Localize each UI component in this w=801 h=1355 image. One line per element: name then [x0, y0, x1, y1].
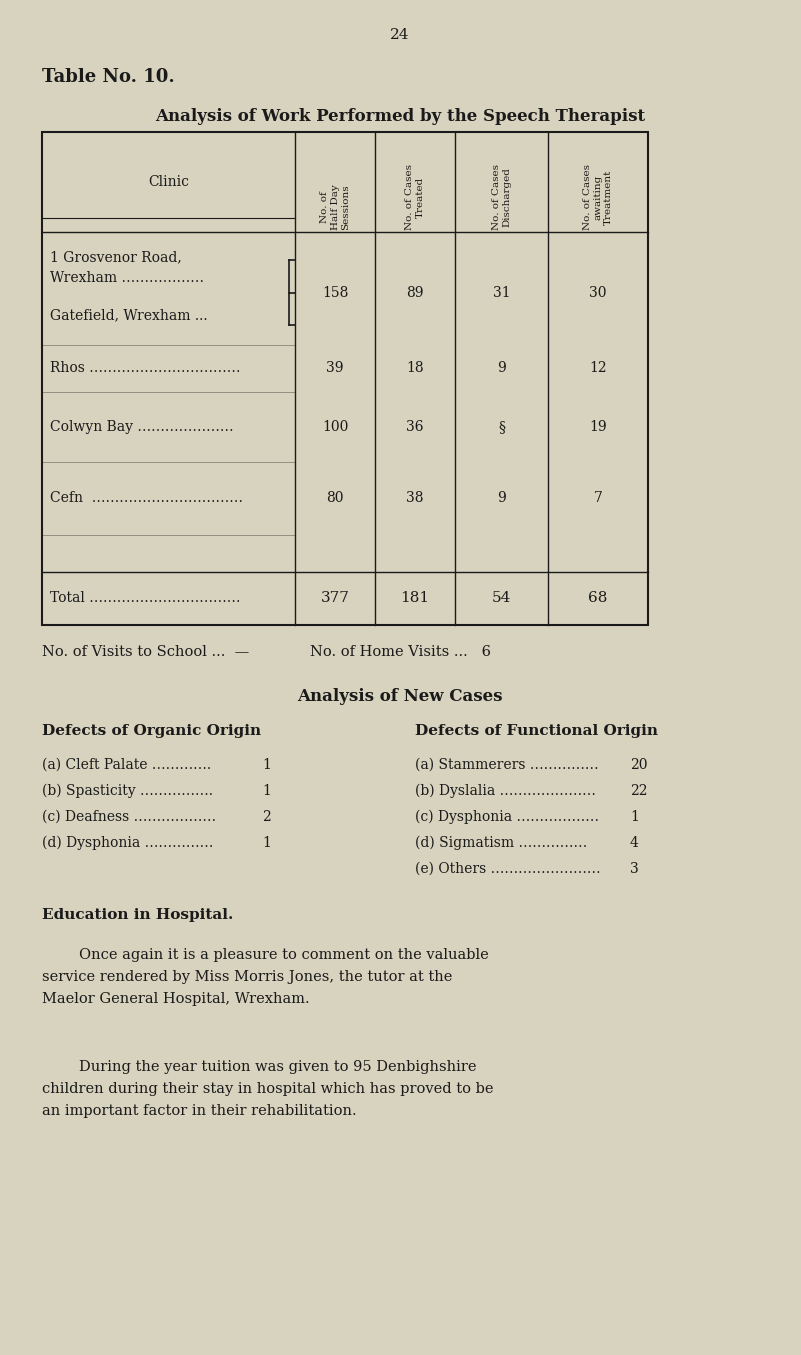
Text: 3: 3: [630, 862, 638, 875]
Text: 1: 1: [262, 757, 271, 772]
Text: 39: 39: [326, 360, 344, 375]
Text: 1: 1: [262, 785, 271, 798]
Text: 4: 4: [630, 836, 639, 850]
Text: 377: 377: [320, 591, 349, 604]
Text: Analysis of Work Performed by the Speech Therapist: Analysis of Work Performed by the Speech…: [155, 108, 645, 125]
Text: 100: 100: [322, 420, 348, 434]
Text: 9: 9: [497, 360, 506, 375]
Text: Analysis of New Cases: Analysis of New Cases: [297, 688, 503, 705]
Text: Rhos ……………………………: Rhos ……………………………: [50, 360, 240, 375]
Text: 7: 7: [594, 491, 602, 505]
Text: No. of Cases
Discharged: No. of Cases Discharged: [492, 164, 511, 230]
Text: Wrexham ………………: Wrexham ………………: [50, 271, 204, 285]
Text: Cefn  ……………………………: Cefn ……………………………: [50, 491, 243, 505]
Text: (c) Deafness ………………: (c) Deafness ………………: [42, 810, 216, 824]
Text: 31: 31: [493, 286, 510, 299]
Text: Defects of Organic Origin: Defects of Organic Origin: [42, 724, 261, 738]
Text: No. of Cases
awaiting
Treatment: No. of Cases awaiting Treatment: [583, 164, 613, 230]
Text: 36: 36: [406, 420, 424, 434]
Text: 158: 158: [322, 286, 348, 299]
Text: Once again it is a pleasure to comment on the valuable: Once again it is a pleasure to comment o…: [42, 948, 489, 962]
Text: an important factor in their rehabilitation.: an important factor in their rehabilitat…: [42, 1104, 356, 1118]
Text: 30: 30: [590, 286, 606, 299]
Text: 12: 12: [590, 360, 607, 375]
Bar: [42, 131, 648, 625]
Text: No. of Visits to School ...  —: No. of Visits to School ... —: [42, 645, 249, 659]
Text: 89: 89: [406, 286, 424, 299]
Text: 80: 80: [326, 491, 344, 505]
Text: 54: 54: [492, 591, 511, 604]
Text: Maelor General Hospital, Wrexham.: Maelor General Hospital, Wrexham.: [42, 992, 310, 1005]
Text: Defects of Functional Origin: Defects of Functional Origin: [415, 724, 658, 738]
Text: Clinic: Clinic: [148, 175, 189, 188]
Text: Colwyn Bay …………………: Colwyn Bay …………………: [50, 420, 234, 434]
Text: §: §: [498, 420, 505, 434]
Text: 1: 1: [262, 836, 271, 850]
Text: 20: 20: [630, 757, 647, 772]
Text: No. of
Half Day
Sessions: No. of Half Day Sessions: [320, 184, 350, 230]
Text: 2: 2: [262, 810, 271, 824]
Text: 1: 1: [630, 810, 639, 824]
Text: (a) Stammerers ……………: (a) Stammerers ……………: [415, 757, 598, 772]
Text: Table No. 10.: Table No. 10.: [42, 68, 175, 85]
Text: During the year tuition was given to 95 Denbighshire: During the year tuition was given to 95 …: [42, 1060, 477, 1075]
Text: Education in Hospital.: Education in Hospital.: [42, 908, 233, 921]
Text: No. of Home Visits ...   6: No. of Home Visits ... 6: [310, 645, 491, 659]
Text: 181: 181: [400, 591, 429, 604]
Text: (b) Spasticity …………….: (b) Spasticity …………….: [42, 785, 213, 798]
Text: children during their stay in hospital which has proved to be: children during their stay in hospital w…: [42, 1083, 493, 1096]
Text: 22: 22: [630, 785, 647, 798]
Text: 19: 19: [590, 420, 607, 434]
Text: 68: 68: [588, 591, 608, 604]
Text: (b) Dyslalia …………………: (b) Dyslalia …………………: [415, 785, 596, 798]
Text: service rendered by Miss Morris Jones, the tutor at the: service rendered by Miss Morris Jones, t…: [42, 970, 453, 984]
Text: 18: 18: [406, 360, 424, 375]
Text: 1 Grosvenor Road,: 1 Grosvenor Road,: [50, 251, 182, 264]
Text: No. of Cases
Treated: No. of Cases Treated: [405, 164, 425, 230]
Text: 24: 24: [390, 28, 410, 42]
Text: Gatefield, Wrexham ...: Gatefield, Wrexham ...: [50, 308, 207, 322]
Text: Total ……………………………: Total ……………………………: [50, 591, 240, 604]
Text: (e) Others ……………………: (e) Others ……………………: [415, 862, 601, 875]
Text: 38: 38: [406, 491, 424, 505]
Text: (d) Dysphonia ……………: (d) Dysphonia ……………: [42, 836, 213, 851]
Text: (a) Cleft Palate ………….: (a) Cleft Palate ………….: [42, 757, 211, 772]
Text: (c) Dysphonia ………………: (c) Dysphonia ………………: [415, 810, 599, 824]
Text: (d) Sigmatism ……………: (d) Sigmatism ……………: [415, 836, 587, 851]
Text: 9: 9: [497, 491, 506, 505]
